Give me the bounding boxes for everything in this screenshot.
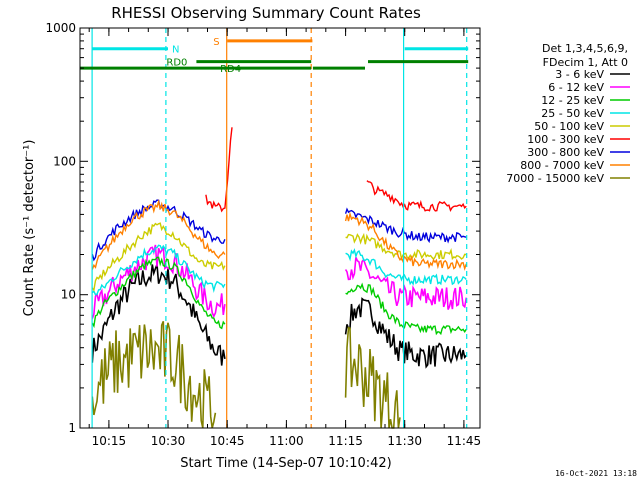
series-line-100-300-kev	[366, 180, 467, 213]
series-line-50-100-kev	[345, 232, 467, 262]
series-line-12-25-kev	[91, 256, 226, 330]
series-line-12-25-kev	[345, 282, 467, 336]
legend-header-1: Det 1,3,4,5,6,9,	[542, 42, 628, 55]
series-line-3-6-kev	[344, 297, 467, 369]
series-6-12-kev	[91, 244, 468, 319]
chart-title: RHESSI Observing Summary Count Rates	[111, 4, 421, 22]
y-tick-label-10: 10	[61, 288, 76, 302]
series-line-25-50-kev	[91, 244, 226, 296]
series-line-3-6-kev	[91, 264, 226, 366]
series-100-300-kev	[205, 127, 467, 213]
flag-label-rd4: RD4	[220, 64, 241, 75]
series-7000-15000-kev	[91, 320, 401, 429]
x-tick-label-10-30: 10:30	[151, 434, 186, 448]
flag-s: S	[213, 37, 313, 48]
y-tick-label-1: 1	[68, 421, 76, 435]
series-line-6-12-kev	[91, 244, 226, 319]
series-25-50-kev	[91, 244, 467, 296]
x-tick-label-11-30: 11:30	[387, 434, 422, 448]
flag-layer: N S RD0 RD4	[80, 37, 469, 75]
legend: Det 1,3,4,5,6,9,FDecim 1, Att 03 - 6 keV…	[506, 42, 630, 185]
legend-label-800-7000-kev: 800 - 7000 keV	[520, 159, 604, 172]
series-line-7000-15000-kev	[91, 320, 217, 429]
y-axis-label: Count Rate (s⁻¹ detector⁻¹)	[22, 140, 37, 317]
series-50-100-kev	[91, 222, 467, 292]
legend-label-50-100-kev: 50 - 100 keV	[534, 120, 604, 133]
series-line-800-7000-kev	[344, 211, 467, 271]
series-line-300-800-kev	[344, 207, 467, 244]
x-tick-label-11-00: 11:00	[269, 434, 304, 448]
series-line-800-7000-kev	[91, 198, 226, 270]
series-line-50-100-kev	[91, 222, 226, 292]
plot-frame	[79, 27, 481, 429]
flag-rd0: RD0	[166, 58, 469, 69]
series-line-25-50-kev	[345, 247, 467, 286]
x-tick-label-10-15: 10:15	[92, 434, 127, 448]
legend-header-2: FDecim 1, Att 0	[543, 56, 628, 69]
flag-label-rd0: RD0	[166, 58, 187, 69]
series-line-100-300-kev	[205, 127, 233, 213]
flag-label-n: N	[172, 45, 179, 56]
series-layer	[91, 127, 468, 429]
y-tick-label-100: 100	[53, 154, 76, 168]
footer-timestamp: 16-Oct-2021 13:18	[555, 469, 637, 478]
flag-rd4: RD4	[80, 64, 365, 75]
x-axis-label: Start Time (14-Sep-07 10:10:42)	[180, 456, 391, 471]
series-12-25-kev	[91, 256, 467, 336]
axis-layer: 1 10 100 1000 10:15 10:30 10:45 11:00 11:15 11:30…	[45, 21, 481, 448]
flag-label-s: S	[213, 37, 219, 48]
y-tick-label-1000: 1000	[45, 21, 76, 35]
x-tick-label-11-45: 11:45	[447, 434, 482, 448]
legend-label-100-300-kev: 100 - 300 keV	[527, 133, 604, 146]
marker-layer	[91, 28, 468, 428]
flag-n: N	[92, 45, 469, 56]
legend-label-3-6-kev: 3 - 6 keV	[555, 68, 604, 81]
legend-label-6-12-kev: 6 - 12 keV	[548, 81, 604, 94]
series-3-6-kev	[91, 264, 467, 369]
series-line-7000-15000-kev	[344, 326, 401, 429]
x-tick-label-11-15: 11:15	[328, 434, 363, 448]
legend-label-7000-15000-kev: 7000 - 15000 keV	[506, 172, 604, 185]
series-line-6-12-kev	[344, 256, 468, 310]
x-tick-label-10-45: 10:45	[210, 434, 245, 448]
series-800-7000-kev	[91, 198, 467, 271]
legend-label-300-800-kev: 300 - 800 keV	[527, 146, 604, 159]
legend-label-25-50-kev: 25 - 50 keV	[541, 107, 604, 120]
legend-label-12-25-kev: 12 - 25 keV	[541, 94, 604, 107]
